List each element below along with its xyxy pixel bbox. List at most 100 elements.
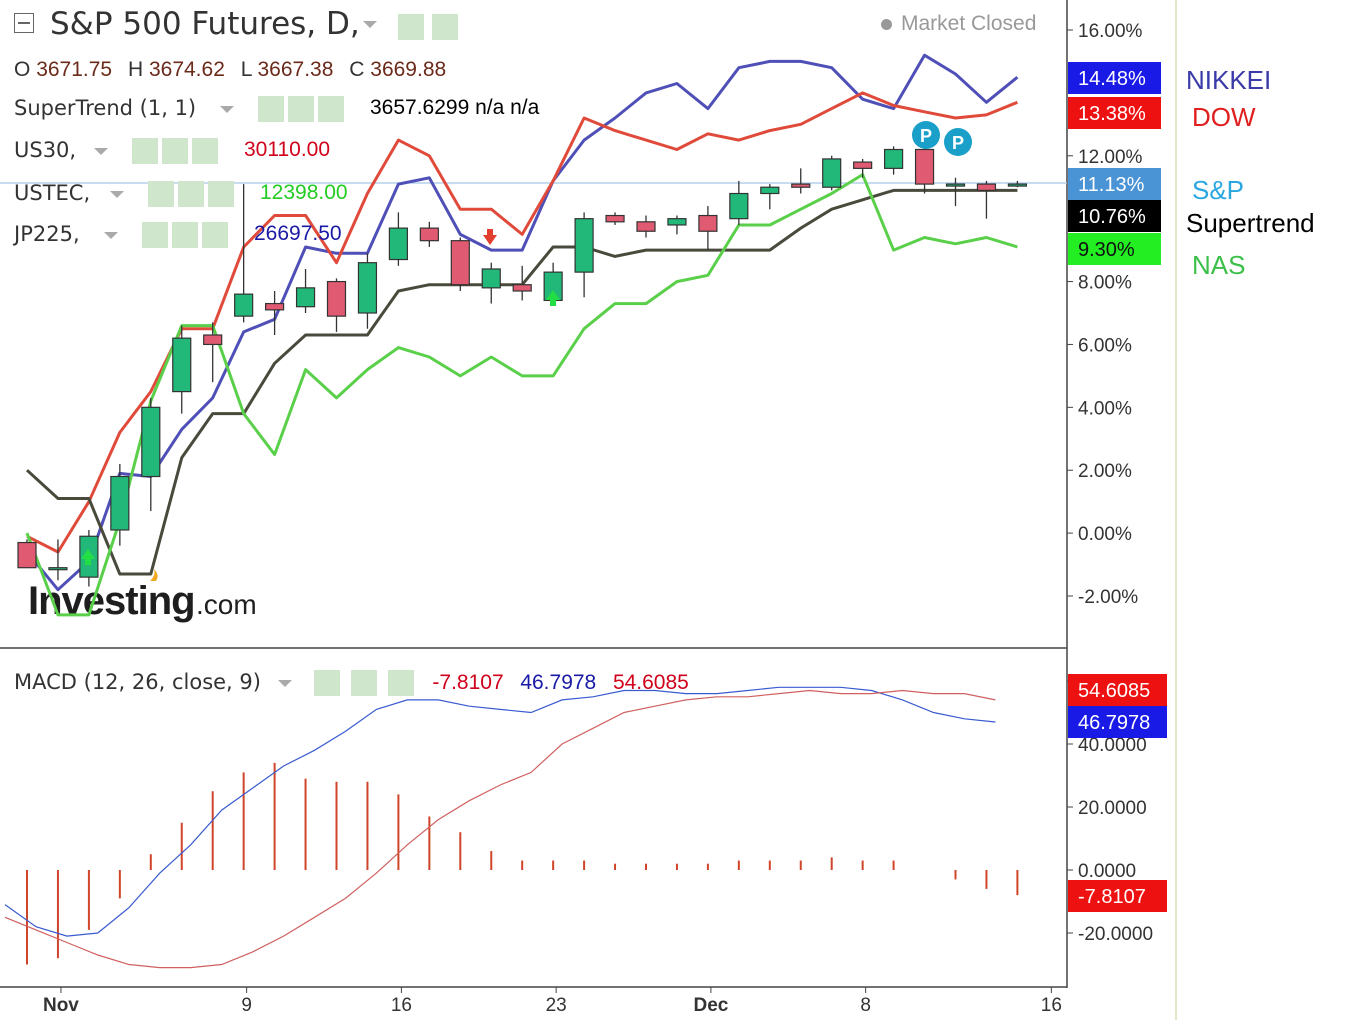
macd-eye-icon[interactable] — [314, 670, 341, 696]
price-value-tag: 9.30% — [1068, 233, 1161, 265]
candle[interactable] — [791, 168, 811, 194]
series-line-dow[interactable] — [26, 91, 1018, 554]
market-status: Market Closed — [901, 12, 1037, 35]
macd-hist-value: -7.8107 — [432, 671, 504, 694]
candle[interactable] — [853, 158, 873, 178]
candle[interactable] — [976, 180, 997, 219]
macd-value-tag: 54.6085 — [1068, 674, 1167, 706]
candle[interactable] — [48, 539, 68, 581]
eye-icon[interactable] — [148, 181, 174, 207]
price-tick-label: 16.00% — [1078, 21, 1143, 42]
macd-label[interactable]: MACD (12, 26, close, 9) — [14, 670, 261, 694]
value-tag-text: 10.76% — [1078, 206, 1146, 228]
macd-signal-value: 54.6085 — [612, 671, 689, 694]
macd-line-signal[interactable] — [4, 689, 996, 969]
candle[interactable] — [605, 212, 625, 225]
legend-dow: DOW — [1192, 102, 1256, 132]
value-tag-text: 11.13% — [1078, 174, 1145, 196]
close-label: C — [349, 58, 365, 81]
indicator-dropdown-icon[interactable] — [94, 148, 108, 155]
close-icon[interactable] — [208, 181, 234, 207]
macd-gear-icon[interactable] — [351, 670, 378, 696]
value-tag-text: 46.7978 — [1078, 712, 1150, 734]
indicator-name[interactable]: USTEC, — [14, 181, 91, 205]
candle[interactable] — [141, 397, 161, 512]
candle[interactable] — [481, 262, 501, 304]
legend-s-p: S&P — [1192, 175, 1244, 205]
candle[interactable] — [450, 237, 470, 291]
candle[interactable] — [574, 212, 594, 298]
eye-icon[interactable] — [398, 14, 424, 40]
indicator-dropdown-icon[interactable] — [104, 232, 118, 239]
gear-icon[interactable] — [162, 138, 188, 164]
candle[interactable] — [636, 215, 656, 238]
symbol-dropdown-icon[interactable] — [363, 21, 377, 28]
candle[interactable] — [914, 146, 935, 194]
eye-icon[interactable] — [258, 96, 284, 122]
candle[interactable] — [945, 177, 966, 207]
candle[interactable] — [110, 463, 130, 546]
eye-icon[interactable] — [132, 138, 158, 164]
ohlc-row: O 3671.75 H 3674.62 L 3667.38 C 3669.88 — [14, 58, 446, 82]
macd-close-icon[interactable] — [387, 670, 414, 696]
candle[interactable] — [265, 290, 285, 336]
candle[interactable] — [760, 184, 780, 210]
macd-line-macd[interactable] — [4, 686, 996, 937]
candle[interactable] — [822, 155, 842, 191]
indicator-dropdown-icon[interactable] — [220, 106, 234, 113]
value-tag-text: 54.6085 — [1078, 680, 1150, 702]
eye-icon[interactable] — [142, 222, 168, 248]
price-axis[interactable]: 16.00% 12.00% 8.00% 6.00% 4.00% 2.00% 0.00% -2.… — [1067, 21, 1143, 608]
indicator-name[interactable]: US30, — [14, 138, 77, 162]
gear-icon[interactable] — [178, 181, 204, 207]
high-label: H — [127, 58, 144, 81]
macd-dropdown-icon[interactable] — [277, 679, 292, 687]
candle[interactable] — [172, 325, 192, 414]
candle[interactable] — [388, 212, 408, 266]
candle[interactable] — [203, 322, 223, 383]
indicator-name[interactable]: JP225, — [14, 222, 80, 246]
collapse-toggle-icon[interactable] — [14, 13, 34, 33]
value-tag-text: -7.8107 — [1078, 886, 1146, 908]
open-label: O — [14, 58, 31, 81]
price-value-tag: 10.76% — [1068, 200, 1161, 232]
indicator-name[interactable]: SuperTrend (1, 1) — [14, 96, 197, 120]
candle[interactable] — [419, 221, 439, 247]
indicator-dropdown-icon[interactable] — [110, 191, 124, 198]
indicator-value: 26697.50 — [254, 222, 342, 245]
candle[interactable] — [17, 539, 37, 569]
candle[interactable] — [512, 265, 532, 301]
macd-tick-label: 20.0000 — [1078, 798, 1147, 819]
gear-icon[interactable] — [172, 222, 198, 248]
pivot-marker[interactable]: P — [912, 121, 940, 149]
candle[interactable] — [295, 268, 316, 313]
gear-icon[interactable] — [432, 14, 458, 40]
candle[interactable] — [326, 278, 347, 332]
candle[interactable] — [667, 215, 687, 235]
candle[interactable] — [234, 184, 254, 323]
gear-icon[interactable] — [288, 96, 314, 122]
price-value-tag: 11.13% — [1068, 168, 1161, 200]
supertrend-buy-arrow — [81, 549, 95, 565]
indicator-value: 3657.6299 n/a n/a — [370, 96, 540, 119]
candle[interactable] — [698, 206, 718, 251]
indicator-row: JP225, 26697.50 — [14, 222, 914, 250]
close-icon[interactable] — [202, 222, 228, 248]
pivot-marker[interactable]: P — [944, 128, 972, 156]
series-line-nikkei[interactable] — [25, 53, 1019, 592]
symbol-title[interactable]: S&P 500 Futures, D, — [50, 6, 360, 42]
close-icon[interactable] — [318, 96, 344, 122]
close-icon[interactable] — [192, 138, 218, 164]
macd-tick-label: 0.0000 — [1078, 861, 1136, 882]
supertrend-sell-arrow — [483, 229, 497, 245]
candle[interactable] — [729, 180, 749, 225]
series-line-nas[interactable] — [25, 173, 1018, 617]
low-value: 3667.38 — [257, 58, 334, 81]
candle[interactable] — [1007, 180, 1028, 188]
time-axis[interactable]: Nov 9 16 23 Dec 8 16 — [43, 987, 1062, 1016]
svg-text:P: P — [920, 126, 932, 146]
candle[interactable] — [883, 146, 904, 175]
time-tick-label: 16 — [1041, 995, 1062, 1016]
candle[interactable] — [357, 253, 378, 329]
